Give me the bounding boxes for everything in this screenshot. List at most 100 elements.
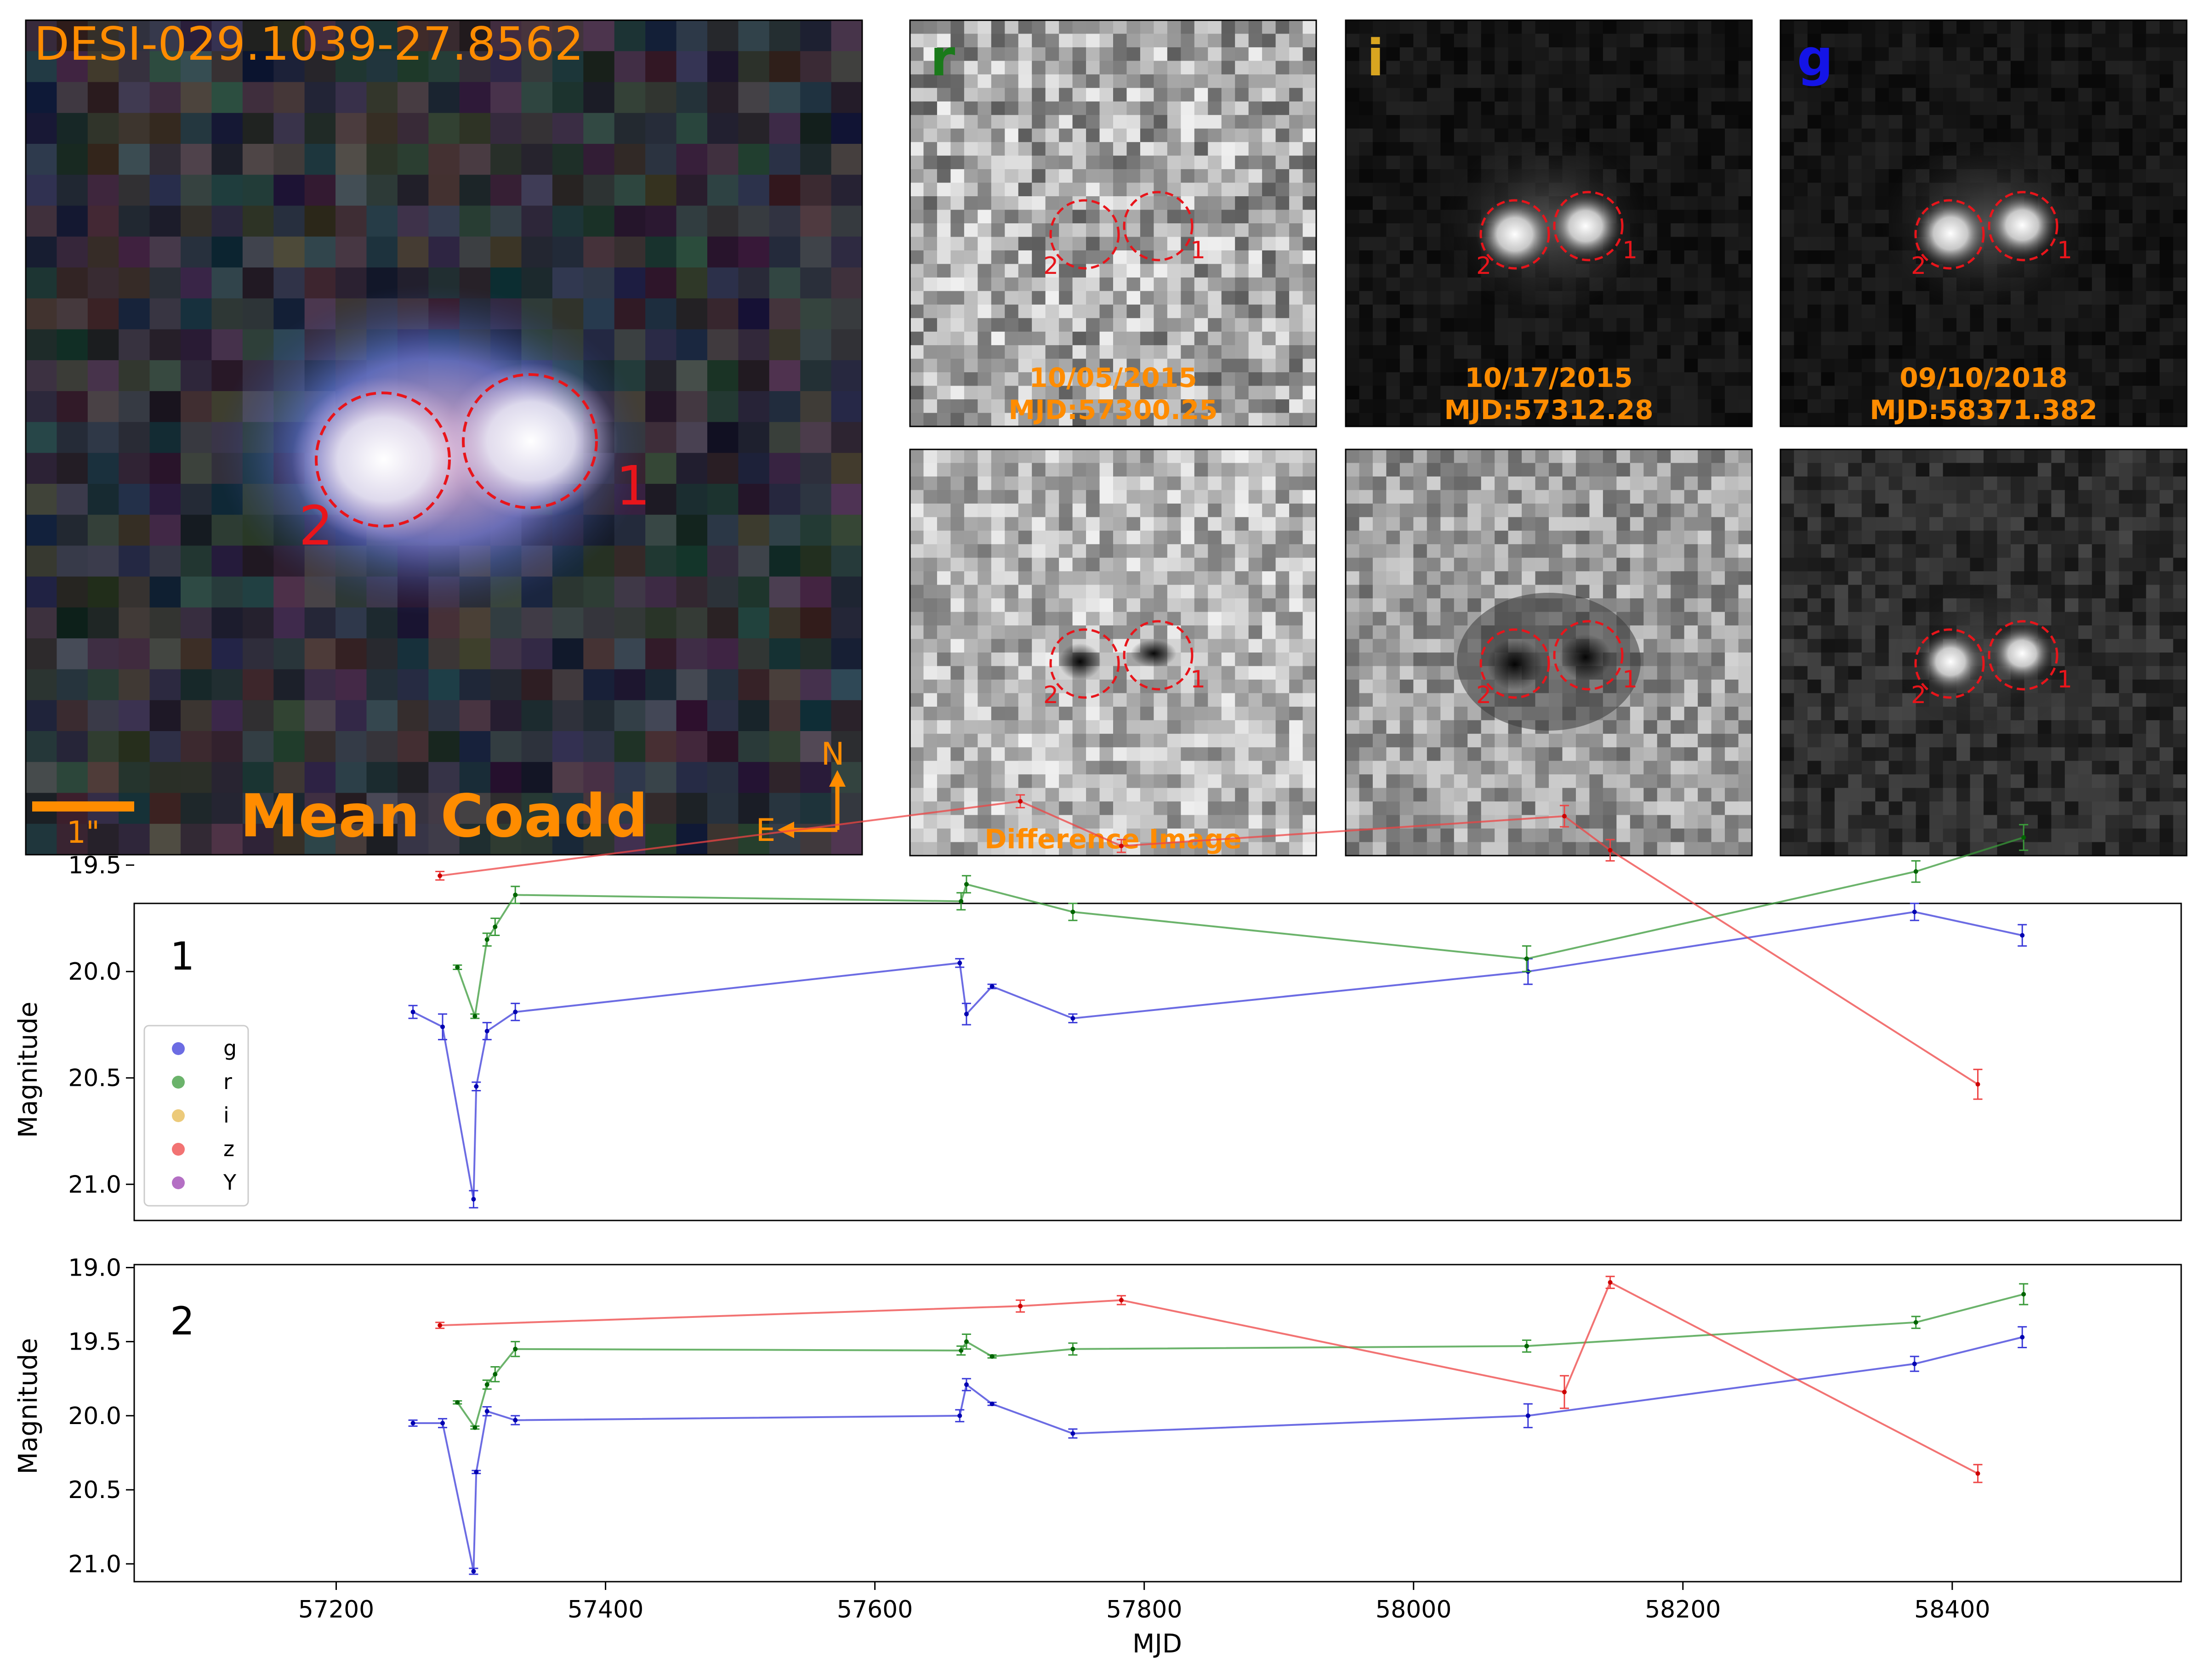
lightcurve-2-point-g — [1910, 1356, 1919, 1372]
lightcurve-1-ytick-label: 21.0 — [68, 1171, 121, 1198]
lightcurve-1-point-g — [955, 958, 965, 968]
lightcurve-2-point-g — [408, 1419, 418, 1427]
legend-box — [143, 1025, 249, 1207]
lightcurve-2-ytick-label: 20.0 — [68, 1402, 121, 1430]
lightcurve-1-point-z — [1016, 794, 1025, 809]
lightcurve-1-series-z — [439, 800, 1979, 1085]
lightcurve-xlabel: MJD — [1132, 1629, 1182, 1659]
lightcurve-2-point-g — [961, 1378, 971, 1391]
cutout-g-aperture-2-label: 2 — [1911, 252, 1926, 280]
coadd-aperture-2 — [315, 392, 451, 528]
diff-i-aperture-1-label: 1 — [1622, 666, 1637, 693]
cutout-g-aperture-1-label: 1 — [2057, 237, 2072, 264]
lightcurve-panel-2: 2 Magnitude MJD 19.0 19.5 20.0 20.5 21.0 5720… — [13, 1254, 2182, 1659]
lightcurve-xtick-label: 57800 — [1106, 1596, 1182, 1623]
lightcurve-2-axes — [133, 1264, 2182, 1583]
lightcurve-2-point-r — [482, 1379, 492, 1390]
lightcurve-1-point-g — [472, 1081, 481, 1092]
coadd-aperture-1-label: 1 — [616, 454, 650, 517]
cutout-date-2: 10/17/2015 — [1465, 362, 1632, 393]
lightcurve-2-point-r — [1068, 1342, 1078, 1356]
lightcurve-2-point-r — [961, 1334, 971, 1350]
cutout-i-aperture-2-label: 2 — [1476, 252, 1491, 280]
lightcurve-1-point-r — [1522, 945, 1531, 972]
cutout-r-aperture-2-label: 2 — [1043, 252, 1058, 280]
lightcurve-1-point-z — [1559, 805, 1569, 828]
legend-item-g: g — [172, 1036, 237, 1061]
lightcurve-2-point-z — [1116, 1295, 1126, 1305]
lightcurve-1-ylabel: Magnitude — [13, 1002, 43, 1138]
lightcurve-1-ytick-label: 19.5 — [68, 852, 121, 880]
lightcurve-2-point-g — [472, 1470, 481, 1475]
lightcurve-2-point-z — [1559, 1375, 1569, 1409]
lightcurve-2-point-r — [987, 1354, 997, 1359]
lightcurve-1-point-r — [961, 875, 971, 894]
cutout-r-difference: 1 2 Difference Image — [909, 448, 1317, 857]
cutout-grid: 1 2 r 10/05/2015 MJD:57300.25 1 2 i 10/1… — [909, 19, 2188, 857]
coadd-footer: Mean Coadd — [240, 782, 648, 851]
cutout-r-aperture-1-label: 1 — [1190, 237, 1205, 264]
diff-r-aperture-2-label: 2 — [1043, 681, 1058, 709]
lightcurve-2-label: 2 — [170, 1299, 194, 1344]
band-label-i: i — [1367, 28, 1384, 87]
difference-image-label: Difference Image — [984, 823, 1242, 855]
lightcurve-1-point-z — [1605, 839, 1615, 862]
lightcurve-1-point-g — [408, 1005, 418, 1019]
lightcurve-1-point-g — [482, 1022, 492, 1040]
lightcurve-2-ytick-label: 21.0 — [68, 1550, 121, 1578]
lightcurve-xtick-label: 58400 — [1914, 1596, 1990, 1623]
coadd-source-2 — [292, 377, 476, 542]
cutout-i-difference: 1 2 — [1345, 448, 1753, 857]
lightcurve-xtick-label: 57600 — [837, 1596, 913, 1623]
legend-item-r: r — [172, 1069, 232, 1094]
lightcurve-2-ytick-label: 20.5 — [68, 1476, 121, 1504]
lightcurve-panel-1: 1 Magnitude 19.5 20.0 20.5 21.0 — [13, 794, 2182, 1221]
coadd-frame — [25, 19, 863, 856]
lightcurve-1-point-g — [469, 1190, 478, 1209]
lightcurve-2-point-g — [987, 1402, 997, 1407]
lightcurve-2-point-r — [2019, 1283, 2029, 1305]
lightcurve-1-point-g — [987, 983, 997, 989]
lightcurve-xtick-label: 57200 — [298, 1596, 374, 1623]
lightcurve-2-point-z — [1605, 1276, 1615, 1289]
lightcurve-1-point-g — [1068, 1013, 1078, 1023]
cutout-date-3: 09/10/2018 — [1899, 362, 2067, 393]
lightcurve-2-point-r — [453, 1400, 462, 1405]
lightcurve-1-ytick-label: 20.0 — [68, 958, 121, 986]
lightcurve-2-point-r — [1911, 1316, 1921, 1329]
lightcurve-2-point-r — [490, 1366, 500, 1383]
lightcurve-xtick-label: 58000 — [1376, 1596, 1451, 1623]
lightcurve-2-ylabel: Magnitude — [13, 1338, 43, 1475]
lightcurve-2-point-r — [511, 1341, 520, 1357]
lightcurve-2-point-g — [955, 1409, 965, 1423]
lightcurve-1-point-z — [1116, 839, 1126, 853]
lightcurve-2-series-r — [456, 1293, 2024, 1430]
lightcurve-2-point-g — [482, 1406, 492, 1417]
lightcurve-1-point-r — [1911, 860, 1921, 883]
lightcurve-1-point-r — [490, 917, 500, 936]
lightcurve-1-series-r — [456, 836, 2024, 1017]
lightcurve-1-point-r — [2019, 824, 2029, 851]
lightcurve-1-point-g — [511, 1003, 520, 1022]
lightcurve-2-ytick-label: 19.0 — [68, 1254, 121, 1282]
coadd-title: DESI-029.1039-27.8562 — [34, 17, 584, 71]
lightcurve-1-point-g — [2018, 924, 2027, 947]
lightcurve-2-point-r — [470, 1425, 480, 1430]
band-label-r: r — [930, 28, 955, 87]
legend-item-z: z — [172, 1136, 234, 1161]
lightcurve-1-series-g — [412, 911, 2023, 1200]
lightcurve-1-point-r — [1068, 902, 1078, 921]
lightcurve-1-point-r — [511, 885, 520, 904]
diff-r-aperture-1-label: 1 — [1190, 666, 1205, 693]
cutout-r-science: 1 2 r 10/05/2015 MJD:57300.25 — [909, 19, 1317, 427]
lightcurve-1-point-r — [482, 932, 492, 947]
lightcurve-2-point-z — [1016, 1299, 1025, 1313]
lightcurve-2-point-z — [435, 1322, 445, 1329]
compass-icon: N E — [756, 736, 846, 849]
lightcurve-xtick-label: 58200 — [1645, 1596, 1721, 1623]
cutout-mjd-3: MJD:58371.382 — [1870, 394, 2098, 426]
compass-east-label: E — [756, 812, 776, 849]
lightcurve-2-point-g — [1523, 1403, 1533, 1429]
